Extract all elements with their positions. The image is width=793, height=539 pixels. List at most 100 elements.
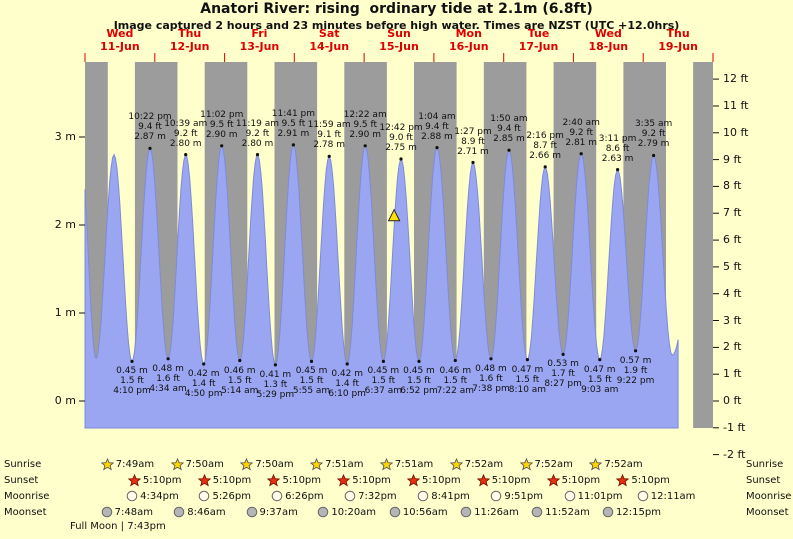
- moonset-time: 8:46am: [187, 506, 226, 518]
- sunrise-entry: 7:51am: [310, 458, 363, 471]
- day-label: Tue 17-Jun: [518, 27, 559, 53]
- sunrise-time: 7:49am: [115, 459, 155, 470]
- moonrise-icon: [637, 490, 649, 502]
- ft-axis-label: 4 ft: [723, 286, 742, 300]
- ft-axis-label: 9 ft: [723, 152, 742, 166]
- ft-axis-label: 7 ft: [723, 206, 742, 220]
- sunrise-icon: [240, 458, 254, 471]
- tide-extreme-dot: [363, 144, 367, 148]
- day-label: Wed 11-Jun: [100, 27, 140, 53]
- sunrise-entry: 7:52am: [519, 458, 573, 471]
- high-tide-label: 12:42 pm 9.0 ft 2.75 m: [379, 123, 423, 153]
- sunrise-icon: [589, 458, 603, 471]
- moonset-icon: [101, 506, 112, 518]
- tide-extreme-dot: [309, 359, 314, 363]
- day-label: Thu 12-Jun: [169, 27, 210, 53]
- tide-extreme-dot: [543, 165, 547, 169]
- high-tide-label: 11:19 am 9.2 ft 2.80 m: [235, 118, 279, 149]
- high-tide-label: 1:27 pm 8.9 ft 2.71 m: [454, 126, 492, 157]
- tide-extreme-dot: [273, 363, 277, 367]
- moonrise-entry: 8:41pm: [417, 490, 470, 502]
- ft-axis-label: 2 ft: [723, 340, 742, 354]
- low-tide-label: 0.47 m 1.5 ft 8:10 am: [508, 364, 547, 395]
- high-tide-label: 12:22 am 9.5 ft 2.90 m: [343, 109, 387, 140]
- moonrise-icon: [344, 490, 356, 502]
- moonset-entry: 7:48am: [101, 506, 153, 518]
- sunset-entry: 5:10pm: [616, 474, 670, 487]
- sunrise-icon: [379, 458, 393, 471]
- sunset-icon: [197, 474, 211, 487]
- day-label: Wed 18-Jun: [588, 27, 629, 53]
- moonset-entry: 10:56am: [389, 506, 448, 518]
- moonset-entry: 11:52am: [531, 506, 590, 518]
- moonrise-icon: [126, 490, 138, 502]
- tide-extreme-dot: [453, 358, 457, 363]
- sunset-time: 5:10pm: [352, 475, 391, 486]
- sunset-time: 5:10pm: [212, 475, 252, 486]
- sunrise-icon: [449, 458, 463, 471]
- sunset-time: 5:10pm: [631, 475, 670, 486]
- moonrise-entry: 5:26pm: [198, 490, 251, 502]
- sunset-time: 5:10pm: [422, 475, 461, 486]
- sunrise-icon: [100, 458, 114, 471]
- tide-extreme-dot: [327, 154, 331, 158]
- ft-axis-label: -1 ft: [723, 420, 746, 434]
- ft-axis-label: 1 ft: [723, 367, 742, 381]
- sunset-icon: [546, 474, 560, 487]
- moonrise-time: 11:01pm: [577, 490, 623, 502]
- moonset-entry: 11:26am: [460, 506, 519, 518]
- m-axis-label: 3 m: [54, 130, 76, 143]
- day-label: Thu 19-Jun: [658, 27, 698, 53]
- low-tide-label: 0.48 m 1.6 ft 4:34 am: [149, 363, 187, 394]
- low-tide-label: 0.47 m 1.5 ft 9:03 am: [581, 364, 619, 395]
- moonrise-entry: 11:01pm: [564, 490, 623, 502]
- day-label: Fri 13-Jun: [239, 27, 280, 53]
- tide-extreme-dot: [202, 362, 206, 366]
- tide-extreme-dot: [616, 168, 620, 172]
- moonrise-entry: 4:34pm: [126, 490, 179, 502]
- moonset-time: 11:52am: [545, 506, 590, 518]
- moonset-entry: 10:20am: [317, 506, 376, 518]
- high-tide-label: 10:39 am 9.2 ft 2.80 m: [164, 118, 208, 149]
- tide-extreme-dot: [166, 357, 170, 361]
- ft-axis-label: 8 ft: [723, 179, 742, 193]
- sunrise-entry: 7:49am: [100, 458, 155, 471]
- moonrise-entry: 7:32pm: [344, 490, 397, 502]
- sunset-entry: 5:10pm: [546, 474, 600, 487]
- sunset-entry: 5:10pm: [476, 474, 531, 487]
- day-label: Sat 14-Jun: [309, 27, 350, 53]
- astro-row-label-right: Sunset: [746, 475, 781, 486]
- page-title: Anatori River: rising ordinary tide at 2…: [200, 1, 593, 17]
- moonset-time: 12:15pm: [616, 506, 661, 518]
- moonrise-time: 12:11am: [650, 490, 696, 502]
- moonset-icon: [389, 506, 401, 518]
- moonrise-entry: 12:11am: [637, 490, 696, 502]
- moonrise-entry: 6:26pm: [271, 490, 324, 502]
- moonrise-time: 8:41pm: [431, 490, 470, 502]
- low-tide-label: 0.45 m 1.5 ft 6:37 am: [364, 366, 403, 397]
- astro-row-label-left: Sunset: [4, 475, 39, 486]
- sunset-time: 5:10pm: [491, 475, 531, 486]
- moonrise-icon: [199, 490, 210, 502]
- sunrise-entry: 7:50am: [240, 458, 294, 471]
- sunrise-icon: [170, 458, 184, 471]
- sunset-icon: [337, 474, 351, 487]
- moonset-icon: [460, 506, 472, 518]
- sunset-time: 5:10pm: [142, 475, 182, 486]
- astro-row-label-right: Sunrise: [746, 459, 784, 470]
- moonrise-icon: [564, 490, 575, 502]
- sunrise-time: 7:51am: [394, 459, 434, 470]
- astro-row-label-right: Moonset: [746, 507, 789, 518]
- low-tide-label: 0.48 m 1.6 ft 7:38 pm: [472, 363, 510, 394]
- low-tide-label: 0.57 m 1.9 ft 9:22 pm: [616, 355, 655, 386]
- low-tide-label: 0.42 m 1.4 ft 6:10 pm: [328, 369, 366, 400]
- sunrise-icon: [519, 458, 533, 471]
- sunrise-entry: 7:51am: [379, 458, 434, 471]
- sunset-icon: [476, 474, 490, 487]
- m-axis-label: 2 m: [54, 218, 76, 231]
- ft-axis-label: 5 ft: [723, 259, 742, 273]
- day-label: Mon 16-Jun: [448, 27, 489, 53]
